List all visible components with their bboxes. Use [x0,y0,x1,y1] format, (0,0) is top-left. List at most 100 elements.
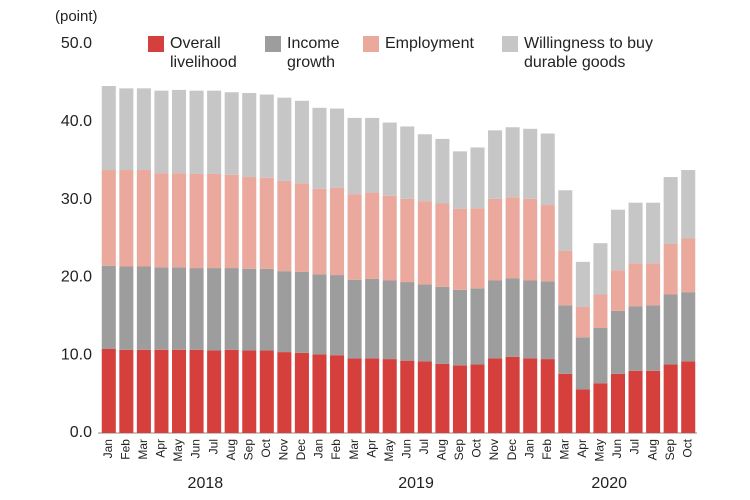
legend-item: Willingness to buy durable goods [502,34,662,72]
x-tick-label: Sep [241,439,255,461]
bar-segment [330,187,345,276]
x-tick-label: May [171,439,185,462]
x-tick-label: Apr [154,439,168,458]
bar-segment [575,337,590,390]
bar-segment [259,268,274,351]
bar-segment [452,365,467,433]
bar-segment [470,364,485,433]
bar-segment [312,107,327,189]
bar-segment [575,306,590,338]
bar-segment [488,280,503,359]
bar-segment [610,270,626,311]
x-tick-label: Jun [610,439,624,458]
bar-segment [382,195,397,281]
bar-segment [610,373,626,433]
y-tick-label: 30.0 [61,191,92,208]
x-tick-label: Sep [452,439,466,461]
y-tick-label: 50.0 [61,35,92,52]
legend-item: Overall livelihood [148,34,243,72]
x-tick-label: Aug [224,439,238,460]
x-tick-label: Aug [645,439,659,460]
bar-segment [646,370,661,433]
bar-segment [119,88,134,171]
bar-segment [189,173,204,269]
x-group-label: 2020 [591,475,627,492]
bar-segment [242,93,257,178]
bar-segment [382,359,397,433]
bar-segment [347,194,362,280]
bar-segment [575,261,590,307]
bar-segment [101,348,116,433]
bar-segment [242,350,257,433]
y-tick-label: 10.0 [61,346,92,363]
x-tick-label: Apr [364,439,378,458]
bar-segment [435,138,450,204]
x-tick-label: Oct [259,438,273,457]
bar-segment [540,205,555,282]
bar-segment [119,349,134,433]
bar-segment [136,88,151,171]
bar-segment [417,361,432,433]
x-tick-label: Jun [189,439,203,458]
legend-swatch [265,36,281,52]
y-tick-label: 20.0 [61,269,92,286]
x-tick-label: May [593,439,607,462]
x-tick-label: Jul [417,439,431,454]
x-group-label: 2019 [398,475,434,492]
bar-segment [505,356,520,433]
bar-segment [593,243,608,295]
bar-segment [663,243,678,295]
bar-segment [224,268,239,350]
bar-segment [400,360,415,433]
x-group-label: 2018 [188,475,224,492]
bar-segment [593,294,608,328]
bar-segment [505,278,520,357]
y-tick-label: 40.0 [61,113,92,130]
bar-segment [330,275,345,356]
bar-segment [505,127,520,198]
bar-segment [277,97,292,181]
bar-segment [136,349,151,433]
x-tick-label: Jun [399,439,413,458]
x-tick-label: Feb [119,439,133,460]
x-tick-label: May [382,439,396,462]
x-tick-label: Nov [277,439,291,460]
bar-segment [330,108,345,188]
bar-segment [224,174,239,269]
bar-segment [663,177,678,244]
bar-segment [259,94,274,178]
x-tick-label: Mar [347,439,361,460]
x-tick-label: Sep [663,439,677,461]
bar-segment [488,198,503,281]
bar-segment [628,370,643,433]
legend-swatch [502,36,518,52]
bar-segment [470,288,485,365]
bar-segment [400,282,415,361]
bar-segment [277,271,292,353]
bar-segment [681,361,696,433]
bar-segment [593,327,608,384]
legend-item: Employment [363,34,483,53]
bar-segment [312,188,327,275]
bar-segment [628,263,643,307]
bar-segment [330,355,345,433]
bar-segment [365,358,380,433]
bar-segment [628,306,643,371]
bar-segment [365,192,380,279]
bar-segment [417,201,432,285]
bar-segment [101,86,116,171]
bar-segment [663,364,678,433]
bar-segment [523,358,538,433]
bar-segment [593,383,608,433]
bar-segment [119,266,134,350]
bar-segment [259,350,274,433]
bar-segment [575,389,590,433]
legend-label: Employment [385,35,474,52]
bar-segment [400,198,415,283]
bar-segment [207,268,222,351]
bar-segment [558,190,573,251]
bar-segment [189,349,204,433]
bar-segment [470,147,485,209]
